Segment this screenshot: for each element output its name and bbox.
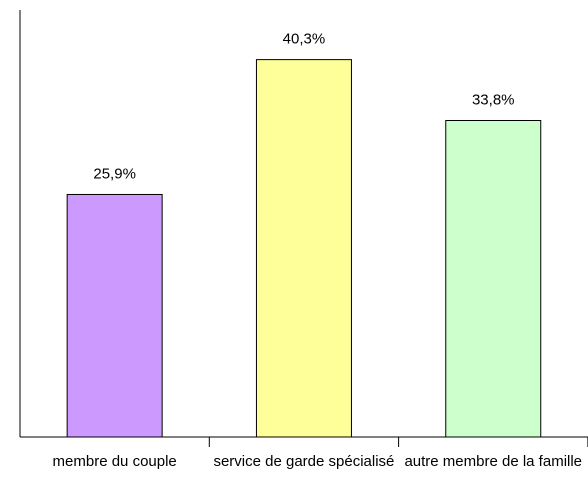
value-label: 25,9%	[93, 165, 136, 182]
x-tick-label: autre membre de la famille	[404, 453, 583, 470]
bar	[445, 119, 542, 438]
value-label: 40,3%	[283, 31, 326, 48]
bar	[255, 59, 352, 438]
x-tick-label: membre du couple	[52, 453, 177, 470]
bar	[66, 193, 163, 438]
x-tick-label: service de garde spécialisé	[213, 453, 395, 470]
value-label: 33,8%	[472, 91, 515, 108]
